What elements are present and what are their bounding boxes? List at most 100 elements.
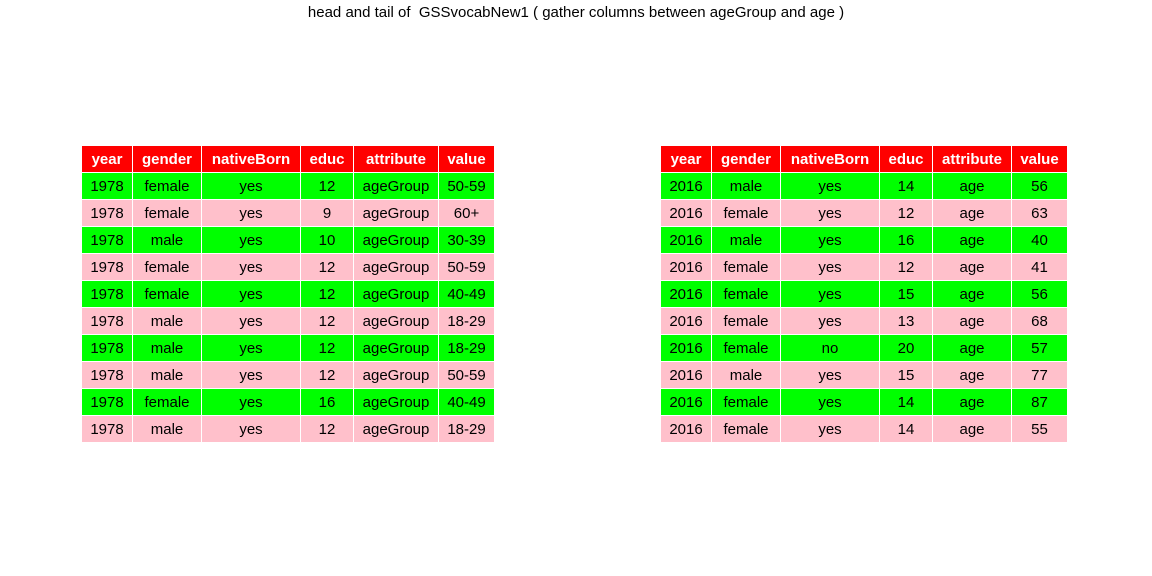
cell-nativeborn: yes bbox=[201, 172, 301, 200]
table-row: 2016 female yes 14 age 87 bbox=[660, 388, 1068, 416]
tail-table: year gender nativeBorn educ attribute value 2… bbox=[660, 145, 1068, 443]
cell-nativeborn: yes bbox=[780, 199, 880, 227]
cell-educ: 20 bbox=[879, 334, 933, 362]
cell-value: 50-59 bbox=[438, 361, 495, 389]
cell-nativeborn: no bbox=[780, 334, 880, 362]
table-row: 2016 female yes 15 age 56 bbox=[660, 280, 1068, 308]
cell-year: 1978 bbox=[81, 253, 133, 281]
cell-nativeborn: yes bbox=[201, 307, 301, 335]
cell-educ: 12 bbox=[300, 361, 354, 389]
cell-gender: female bbox=[711, 253, 781, 281]
cell-year: 1978 bbox=[81, 361, 133, 389]
cell-attribute: ageGroup bbox=[353, 226, 439, 254]
cell-nativeborn: yes bbox=[201, 388, 301, 416]
cell-educ: 12 bbox=[879, 199, 933, 227]
cell-year: 2016 bbox=[660, 280, 712, 308]
cell-educ: 12 bbox=[300, 172, 354, 200]
cell-nativeborn: yes bbox=[780, 280, 880, 308]
cell-year: 2016 bbox=[660, 334, 712, 362]
cell-nativeborn: yes bbox=[780, 253, 880, 281]
table-row: 2016 male yes 16 age 40 bbox=[660, 226, 1068, 254]
table-row: 1978 male yes 12 ageGroup 18-29 bbox=[81, 334, 495, 362]
cell-educ: 14 bbox=[879, 388, 933, 416]
header-row: year gender nativeBorn educ attribute value bbox=[660, 145, 1068, 173]
cell-year: 2016 bbox=[660, 415, 712, 443]
cell-year: 2016 bbox=[660, 253, 712, 281]
cell-gender: female bbox=[132, 388, 202, 416]
cell-value: 41 bbox=[1011, 253, 1068, 281]
cell-attribute: age bbox=[932, 307, 1012, 335]
cell-gender: male bbox=[132, 226, 202, 254]
table-row: 1978 female yes 12 ageGroup 40-49 bbox=[81, 280, 495, 308]
table-row: 1978 female yes 16 ageGroup 40-49 bbox=[81, 388, 495, 416]
cell-educ: 12 bbox=[300, 307, 354, 335]
column-header-value: value bbox=[438, 145, 495, 173]
cell-nativeborn: yes bbox=[201, 280, 301, 308]
column-header-value: value bbox=[1011, 145, 1068, 173]
cell-gender: female bbox=[132, 280, 202, 308]
cell-educ: 12 bbox=[300, 280, 354, 308]
cell-year: 1978 bbox=[81, 280, 133, 308]
column-header-gender: gender bbox=[711, 145, 781, 173]
column-header-nativeborn: nativeBorn bbox=[780, 145, 880, 173]
cell-value: 56 bbox=[1011, 280, 1068, 308]
cell-value: 18-29 bbox=[438, 307, 495, 335]
table-row: 2016 male yes 15 age 77 bbox=[660, 361, 1068, 389]
cell-year: 2016 bbox=[660, 199, 712, 227]
cell-gender: female bbox=[132, 172, 202, 200]
table-row: 1978 male yes 10 ageGroup 30-39 bbox=[81, 226, 495, 254]
cell-educ: 12 bbox=[300, 334, 354, 362]
cell-value: 40-49 bbox=[438, 280, 495, 308]
cell-nativeborn: yes bbox=[201, 226, 301, 254]
table-row: 2016 female yes 12 age 63 bbox=[660, 199, 1068, 227]
cell-value: 56 bbox=[1011, 172, 1068, 200]
cell-year: 1978 bbox=[81, 388, 133, 416]
cell-attribute: age bbox=[932, 415, 1012, 443]
cell-nativeborn: yes bbox=[780, 388, 880, 416]
cell-educ: 15 bbox=[879, 280, 933, 308]
table-row: 1978 male yes 12 ageGroup 50-59 bbox=[81, 361, 495, 389]
cell-gender: male bbox=[132, 334, 202, 362]
cell-attribute: age bbox=[932, 388, 1012, 416]
cell-value: 40-49 bbox=[438, 388, 495, 416]
cell-gender: female bbox=[132, 199, 202, 227]
cell-nativeborn: yes bbox=[780, 226, 880, 254]
table-row: 1978 male yes 12 ageGroup 18-29 bbox=[81, 307, 495, 335]
cell-gender: female bbox=[711, 280, 781, 308]
table-row: 1978 female yes 12 ageGroup 50-59 bbox=[81, 253, 495, 281]
cell-gender: female bbox=[711, 388, 781, 416]
page-title: head and tail of GSSvocabNew1 ( gather c… bbox=[307, 4, 845, 21]
table-row: 2016 female yes 12 age 41 bbox=[660, 253, 1068, 281]
cell-year: 1978 bbox=[81, 307, 133, 335]
cell-year: 2016 bbox=[660, 361, 712, 389]
cell-attribute: age bbox=[932, 334, 1012, 362]
cell-value: 60+ bbox=[438, 199, 495, 227]
cell-nativeborn: yes bbox=[780, 307, 880, 335]
cell-attribute: age bbox=[932, 172, 1012, 200]
cell-year: 2016 bbox=[660, 388, 712, 416]
header-row: year gender nativeBorn educ attribute value bbox=[81, 145, 495, 173]
cell-value: 30-39 bbox=[438, 226, 495, 254]
cell-educ: 15 bbox=[879, 361, 933, 389]
cell-educ: 14 bbox=[879, 415, 933, 443]
cell-value: 18-29 bbox=[438, 334, 495, 362]
cell-attribute: ageGroup bbox=[353, 361, 439, 389]
column-header-year: year bbox=[81, 145, 133, 173]
cell-gender: female bbox=[132, 253, 202, 281]
cell-year: 1978 bbox=[81, 172, 133, 200]
cell-attribute: ageGroup bbox=[353, 253, 439, 281]
cell-value: 40 bbox=[1011, 226, 1068, 254]
cell-nativeborn: yes bbox=[201, 415, 301, 443]
cell-attribute: ageGroup bbox=[353, 307, 439, 335]
cell-attribute: ageGroup bbox=[353, 280, 439, 308]
cell-value: 50-59 bbox=[438, 253, 495, 281]
cell-educ: 16 bbox=[300, 388, 354, 416]
cell-gender: male bbox=[711, 361, 781, 389]
cell-value: 18-29 bbox=[438, 415, 495, 443]
cell-year: 2016 bbox=[660, 307, 712, 335]
cell-attribute: ageGroup bbox=[353, 172, 439, 200]
cell-nativeborn: yes bbox=[780, 172, 880, 200]
cell-year: 1978 bbox=[81, 415, 133, 443]
head-table: year gender nativeBorn educ attribute value 1… bbox=[81, 145, 495, 443]
cell-value: 77 bbox=[1011, 361, 1068, 389]
